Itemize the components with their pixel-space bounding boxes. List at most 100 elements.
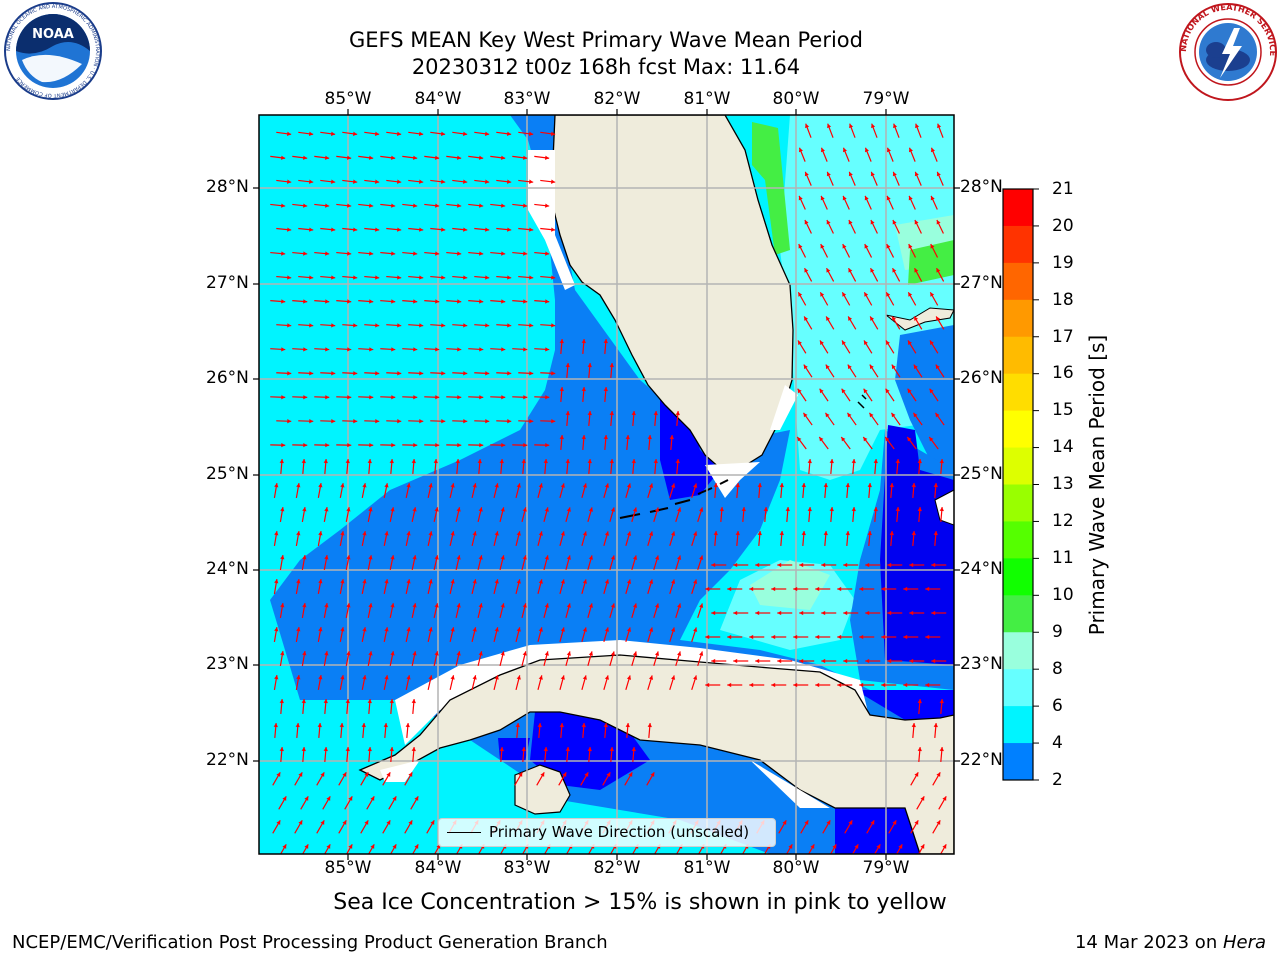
wave-arrow-head — [375, 227, 380, 232]
colorbar — [1003, 188, 1039, 781]
wave-arrow-head — [863, 388, 868, 394]
wave-arrow-head — [287, 227, 292, 232]
wave-arrow-head — [330, 131, 336, 136]
wave-arrow-head — [494, 627, 499, 632]
wave-arrow-head — [367, 459, 372, 464]
wave-arrow-head — [942, 844, 947, 849]
wave-arrow-head — [529, 323, 534, 328]
wave-arrow-head — [913, 364, 918, 370]
wave-arrow-head — [841, 388, 846, 394]
wave-arrow-head — [463, 179, 468, 184]
nodata-coast-west — [528, 150, 575, 290]
wave-arrow-head — [847, 364, 852, 370]
wave-arrow-head — [375, 419, 380, 424]
wave-arrow-head — [406, 579, 411, 584]
wave-arrow-head — [647, 435, 652, 440]
wave-arrow-head — [374, 131, 380, 136]
wave-arrow-head — [559, 723, 564, 728]
wave-arrow-head — [551, 419, 556, 424]
wave-arrow-head — [719, 507, 724, 512]
wave-arrow-head — [925, 634, 930, 640]
wave-arrow-head — [296, 675, 301, 680]
wave-arrow-head — [870, 171, 875, 177]
wave-arrow-head — [871, 123, 876, 129]
wave-arrow-head — [364, 772, 369, 777]
wave-arrow-head — [837, 586, 842, 592]
wave-arrow-head — [909, 658, 914, 664]
wave-arrow-head — [485, 275, 490, 280]
wave-arrow-head — [581, 723, 586, 728]
wave-arrow-head — [323, 699, 328, 704]
wave-arrow-head — [727, 634, 732, 640]
lat-label-left: 25°N — [206, 464, 249, 484]
wave-arrow-head — [434, 555, 439, 560]
wave-arrow-head — [671, 483, 676, 488]
wave-arrow-head — [516, 531, 521, 536]
wave-arrow-head — [494, 483, 499, 488]
colorbar-tick: 2 — [1052, 770, 1063, 790]
wave-arrow-head — [428, 579, 433, 584]
wave-arrow-head — [705, 634, 710, 640]
wave-arrow-head — [937, 123, 942, 129]
lon-label-top: 83°W — [503, 89, 551, 109]
bahamas-islands — [885, 307, 954, 331]
wave-arrow-head — [653, 411, 658, 416]
period-zone-10-11-b — [908, 240, 954, 285]
wave-arrow-head — [782, 820, 787, 825]
wave-arrow-head — [582, 675, 587, 680]
wave-arrow-head — [370, 844, 375, 849]
wave-arrow-head — [810, 844, 815, 849]
wave-arrow-head — [457, 442, 462, 448]
wave-arrow-head — [392, 796, 397, 801]
wave-arrow-head — [870, 820, 875, 825]
wave-arrow-head — [914, 316, 919, 321]
wave-arrow-head — [457, 347, 462, 352]
wave-arrow-head — [907, 436, 912, 442]
wave-arrow-head — [829, 459, 834, 464]
wave-arrow-head — [551, 323, 556, 328]
wave-arrow-head — [500, 603, 505, 608]
wave-arrow-head — [507, 371, 512, 376]
wave-arrow-head — [929, 436, 934, 442]
florida-keys — [619, 479, 729, 519]
wave-arrow-head — [826, 316, 831, 321]
wave-arrow-head — [369, 299, 374, 304]
wave-arrow-head — [610, 603, 616, 608]
wave-arrow-head — [391, 347, 396, 352]
lat-label-right: 26°N — [960, 368, 1003, 388]
wave-arrow-head — [309, 371, 314, 376]
colorbar-tick: 9 — [1052, 622, 1063, 642]
wave-arrow-head — [522, 603, 527, 608]
map-frame — [258, 114, 955, 855]
wave-arrow-head — [797, 340, 802, 345]
wave-arrow-head — [282, 844, 287, 849]
lon-label-bottom: 83°W — [503, 858, 551, 878]
wave-arrow-head — [826, 268, 831, 273]
wave-arrow-head — [892, 171, 897, 177]
wave-arrow-head — [677, 603, 682, 608]
wave-arrow-head — [886, 147, 891, 153]
wave-arrow-head — [610, 507, 616, 512]
wave-arrow-head — [713, 483, 718, 488]
wave-arrow-head — [390, 603, 395, 608]
wave-arrow-head — [391, 395, 396, 400]
wave-arrow-head — [406, 531, 411, 536]
wave-arrow-head — [654, 603, 660, 608]
wave-arrow-head — [727, 586, 732, 592]
wave-arrow-head — [854, 844, 859, 849]
wave-arrow-head — [324, 555, 329, 560]
wave-arrow-head — [419, 371, 424, 376]
wave-arrow-head — [929, 340, 934, 345]
wave-arrow-head — [804, 268, 809, 273]
wave-arrow-head — [935, 412, 940, 418]
wave-arrow-head — [626, 627, 632, 632]
lon-label-top: 84°W — [414, 89, 462, 109]
nws-logo: NATIONAL WEATHER SERVICE — [1178, 2, 1278, 101]
wave-arrow-head — [500, 651, 505, 656]
wave-arrow-head — [353, 227, 358, 232]
wave-arrow-head — [428, 627, 433, 632]
wave-arrow-head — [807, 507, 812, 512]
colorbar-tick: 8 — [1052, 659, 1063, 679]
colorbar-segment — [1003, 632, 1033, 670]
wave-arrow-head — [325, 251, 330, 256]
